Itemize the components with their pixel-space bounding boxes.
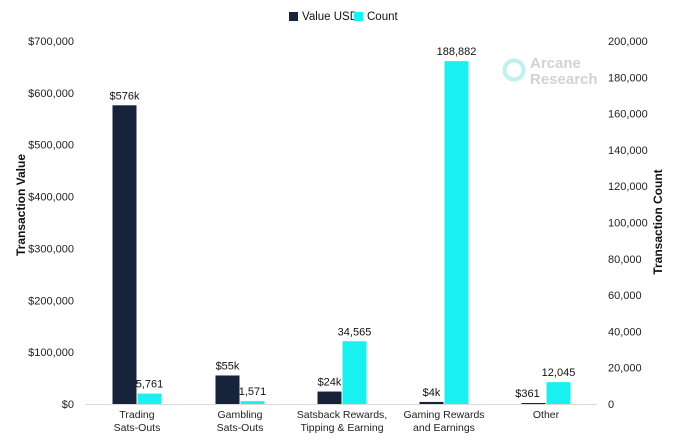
y-axis-left-ticks: $0 $100,000 $200,000 $300,000 $400,000 $500,0…: [28, 36, 74, 411]
y-right-tick-label: 80,000: [608, 254, 642, 266]
data-label-count: 12,045: [542, 367, 576, 379]
y-right-tick-label: 20,000: [608, 363, 642, 375]
category-label: Satsback Rewards,: [297, 409, 387, 421]
bar-value-usd: [112, 105, 137, 404]
y-left-tick-label: $700,000: [28, 36, 74, 48]
data-label-count: 188,882: [437, 46, 477, 58]
y-right-tick-label: 40,000: [608, 326, 642, 338]
y-left-tick-label: $300,000: [28, 243, 74, 255]
bar-count: [137, 393, 162, 404]
data-label-value-usd: $4k: [423, 387, 441, 399]
legend-label-value-usd: Value USD: [302, 11, 358, 23]
bar-value-usd: [215, 375, 240, 404]
data-label-value-usd: $24k: [318, 377, 342, 389]
y-right-tick-label: 120,000: [608, 181, 648, 193]
data-labels: $576k $55k $24k $4k $361 5,761 1,571 34,565 188,…: [110, 46, 576, 400]
bar-value-usd: [419, 401, 444, 404]
bars: [112, 61, 571, 404]
y-left-tick-label: $400,000: [28, 192, 74, 204]
data-label-value-usd: $361: [515, 388, 539, 400]
bar-count: [240, 401, 265, 404]
x-axis-categories: TradingSats-OutsGamblingSats-OutsSatsbac…: [114, 409, 560, 434]
category-label: Tipping & Earning: [300, 422, 383, 434]
category-label: Sats-Outs: [114, 422, 161, 434]
y-left-tick-label: $500,000: [28, 140, 74, 152]
category-label: Gaming Rewards: [403, 409, 484, 421]
data-label-count: 1,571: [239, 386, 267, 398]
y-right-tick-label: 140,000: [608, 145, 648, 157]
y-axis-right-ticks: 0 20,000 40,000 60,000 80,000 100,000 120,000 1…: [608, 36, 648, 411]
legend: Value USD Count: [289, 11, 398, 23]
y-right-tick-label: 160,000: [608, 109, 648, 121]
watermark-line-2: Research: [530, 71, 598, 88]
legend-swatch-count: [354, 12, 363, 21]
bar-count: [546, 382, 571, 404]
category-label: Other: [533, 409, 560, 421]
legend-swatch-value-usd: [289, 12, 298, 21]
y-right-tick-label: 100,000: [608, 218, 648, 230]
watermark-line-1: Arcane: [530, 55, 581, 72]
data-label-value-usd: $576k: [110, 90, 140, 102]
y-right-tick-label: 60,000: [608, 290, 642, 302]
bar-count: [444, 61, 469, 404]
y-right-tick-label: 200,000: [608, 36, 648, 48]
y-left-tick-label: $0: [62, 399, 74, 411]
data-label-count: 34,565: [338, 326, 372, 338]
data-label-value-usd: $55k: [216, 360, 240, 372]
bar-value-usd: [521, 403, 546, 404]
y-axis-title-right: Transaction Count: [651, 169, 665, 274]
y-left-tick-label: $100,000: [28, 347, 74, 359]
y-right-tick-label: 0: [608, 399, 614, 411]
category-label: Trading: [119, 409, 154, 421]
bar-count: [342, 341, 367, 404]
y-axis-title-left: Transaction Value: [14, 154, 28, 256]
category-label: Gambling: [218, 409, 263, 421]
y-right-tick-label: 180,000: [608, 72, 648, 84]
y-left-tick-label: $600,000: [28, 88, 74, 100]
arcane-logo-icon: [502, 58, 526, 82]
bar-value-usd: [317, 391, 342, 404]
data-label-count: 5,761: [136, 379, 164, 391]
category-label: Sats-Outs: [217, 422, 264, 434]
arcane-research-watermark: Arcane Research: [502, 55, 598, 88]
y-left-tick-label: $200,000: [28, 295, 74, 307]
category-label: and Earnings: [413, 422, 475, 434]
legend-label-count: Count: [367, 11, 398, 23]
